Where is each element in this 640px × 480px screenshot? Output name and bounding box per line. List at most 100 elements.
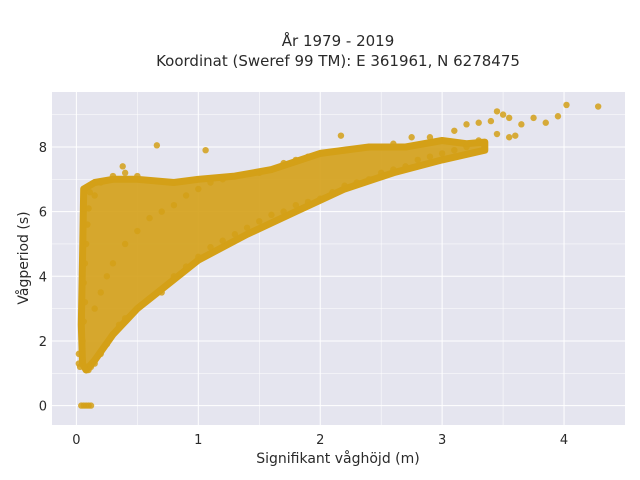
- scatter-point: [231, 231, 239, 238]
- chart-title-line1: År 1979 - 2019: [282, 31, 395, 50]
- scatter-point: [91, 360, 98, 367]
- scatter-point: [115, 321, 123, 328]
- scatter-point: [365, 143, 373, 151]
- scatter-point: [594, 103, 602, 110]
- scatter-point: [87, 402, 95, 409]
- scatter-point: [158, 289, 165, 296]
- scatter-point: [195, 253, 202, 261]
- scatter-point: [79, 337, 86, 345]
- scatter-point: [256, 169, 263, 177]
- scatter-point: [121, 315, 129, 322]
- x-tick-label: 0: [72, 433, 80, 448]
- scatter-point: [182, 192, 190, 199]
- scatter-point: [84, 221, 91, 228]
- scatter-point: [463, 143, 470, 151]
- scatter-point: [86, 189, 93, 196]
- scatter-point: [475, 119, 482, 126]
- scatter-point: [97, 289, 104, 296]
- x-tick-label: 2: [316, 433, 324, 448]
- scatter-point: [304, 153, 312, 160]
- scatter-point: [505, 114, 513, 122]
- scatter-point: [134, 227, 141, 235]
- scatter-point: [390, 140, 397, 147]
- scatter-point: [341, 146, 348, 154]
- scatter-point: [97, 179, 104, 186]
- scatter-point: [353, 179, 360, 186]
- scatter-point: [119, 163, 126, 170]
- x-tick-labels: 0 1 2 3 4: [72, 433, 568, 448]
- scatter-point: [80, 318, 87, 325]
- y-tick-label: 4: [39, 270, 47, 285]
- scatter-point: [219, 176, 226, 183]
- y-tick-label: 8: [39, 141, 47, 156]
- y-tick-labels: 0 2 4 6 8: [39, 141, 47, 415]
- scatter-point: [76, 363, 84, 371]
- scatter-point: [280, 208, 287, 215]
- scatter-point: [268, 166, 275, 173]
- scatter-point: [426, 153, 434, 160]
- scatter-point: [170, 201, 178, 209]
- scatter-point: [463, 121, 470, 128]
- scatter-point: [329, 189, 336, 196]
- scatter-point: [317, 195, 324, 202]
- y-axis-label: Vågperiod (s): [15, 211, 32, 304]
- scatter-point: [365, 176, 373, 183]
- scatter-point: [202, 146, 209, 154]
- scatter-point: [337, 132, 345, 139]
- scatter-point: [292, 156, 300, 164]
- scatter-point: [219, 237, 226, 244]
- scatter-point: [554, 113, 562, 120]
- chart-title-line2: Koordinat (Sweref 99 TM): E 361961, N 62…: [156, 52, 520, 70]
- scatter-point: [317, 150, 324, 157]
- x-axis-label: Signifikant våghöjd (m): [256, 450, 419, 467]
- scatter-point: [121, 240, 129, 248]
- scatter-point: [530, 114, 537, 122]
- x-tick-label: 3: [438, 433, 446, 448]
- y-tick-label: 0: [39, 400, 47, 415]
- x-tick-label: 1: [194, 433, 202, 448]
- scatter-point: [79, 357, 86, 364]
- scatter-point: [542, 119, 549, 126]
- scatter-point: [82, 240, 90, 248]
- scatter-point: [207, 243, 214, 251]
- scatter-point: [91, 305, 98, 312]
- scatter-point: [146, 295, 153, 303]
- scatter-point: [81, 298, 89, 306]
- scatter-point: [75, 350, 83, 358]
- scatter-point: [158, 208, 165, 215]
- scatter-point: [341, 182, 348, 189]
- scatter-point: [414, 156, 421, 164]
- scatter-point: [402, 163, 409, 170]
- scatter-point: [451, 127, 458, 134]
- scatter-point: [256, 218, 263, 225]
- scatter-point: [134, 172, 141, 180]
- scatter-point: [97, 350, 104, 358]
- scatter-point: [280, 159, 287, 167]
- scatter-point: [499, 111, 507, 118]
- scatter-point: [80, 279, 87, 286]
- scatter-point: [134, 305, 141, 312]
- scatter-point: [103, 273, 111, 280]
- scatter-point: [103, 340, 111, 348]
- data-points: [75, 101, 602, 409]
- scatter-point: [493, 108, 501, 115]
- y-tick-label: 6: [39, 206, 47, 221]
- scatter-point: [426, 134, 434, 141]
- scatter-point: [182, 263, 190, 270]
- scatter-point: [563, 101, 570, 109]
- grid-lines: [52, 92, 625, 425]
- scatter-point: [207, 179, 214, 186]
- scatter-point: [518, 121, 525, 128]
- scatter-point: [153, 142, 161, 149]
- scatter-point: [292, 201, 300, 209]
- scatter-point: [304, 198, 312, 206]
- scatter-point: [109, 331, 117, 338]
- x-tick-label: 4: [560, 433, 568, 448]
- scatter-point: [377, 169, 385, 177]
- scatter-point: [85, 205, 92, 212]
- scatter-point: [475, 137, 482, 144]
- scatter-point: [231, 172, 239, 180]
- scatter-point: [451, 146, 458, 154]
- scatter-point: [91, 192, 98, 199]
- scatter-point: [170, 273, 178, 280]
